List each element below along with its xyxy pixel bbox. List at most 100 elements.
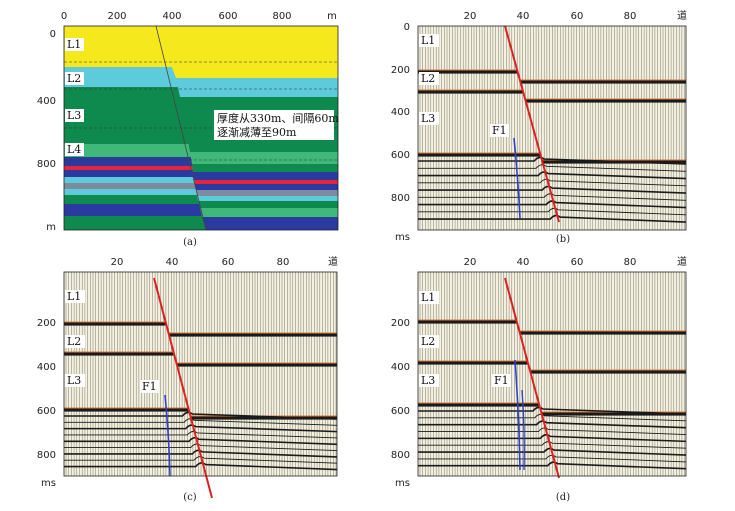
deep-reflector: [418, 207, 687, 216]
fault-label: F1: [494, 374, 509, 387]
deep-reflector: [418, 441, 687, 449]
x-tick-label: 20: [464, 11, 477, 22]
reflector-left: [64, 322, 167, 326]
panel-a-band-cyan-right: [197, 196, 338, 201]
layer-label: L1: [421, 34, 435, 47]
panel-a-band-blue2-right: [195, 184, 338, 190]
fault-label-box: [492, 374, 511, 387]
panel-a-label-box: [65, 109, 84, 122]
y-tick-label: 600: [391, 150, 410, 161]
panel-a-fault-line: [155, 25, 207, 231]
panel-a-x-unit: m: [327, 11, 337, 22]
panel-c-x-ticks: 20 40 60 80 道: [111, 255, 338, 268]
x-tick-label: 20: [111, 257, 124, 268]
panel-a-ytick: 400: [37, 96, 56, 107]
panel-a: 0 200 400 600 800 m 0 400 800 m L1 L2 L3…: [37, 11, 340, 248]
x-tick-label: 60: [571, 257, 584, 268]
panel-a-layer-l1-right: [156, 26, 338, 78]
x-unit-label: 道: [677, 255, 687, 268]
panel-d-x-ticks: 20 40 60 80 道: [464, 255, 687, 268]
panel-a-y-unit: m: [46, 222, 56, 233]
deep-reflector: [418, 461, 687, 470]
reflector-right: [176, 363, 337, 367]
layer-label: L1: [67, 290, 81, 303]
layer-label-box: [419, 335, 439, 348]
deep-reflector: [418, 214, 687, 223]
layer-label: L3: [421, 112, 435, 125]
panel-a-layer-l4-right: [190, 152, 338, 164]
panel-a-band-gray-right: [196, 190, 338, 196]
deep-reflector: [64, 430, 338, 439]
panel-a-frame: [63, 25, 339, 231]
panel-a-layer-label: L1: [67, 38, 81, 51]
layer-label-box: [65, 335, 85, 348]
panel-a-xtick: 400: [162, 11, 181, 22]
panel-a-band-red-right: [194, 180, 338, 184]
panel-a-layer-label: L4: [67, 143, 81, 156]
panel-d-frame: [417, 271, 687, 477]
layer-label-box: [65, 290, 85, 303]
panel-a-xtick: 200: [107, 11, 126, 22]
panel-d-diffraction-blue-2: [521, 389, 525, 471]
panel-b-traces: [419, 26, 685, 230]
deep-reflector: [64, 462, 338, 471]
deep-reflector: [418, 413, 687, 422]
deep-reflector: [418, 156, 687, 165]
panel-a-label-box: [65, 38, 84, 51]
panel-c-caption: (c): [183, 492, 197, 503]
panel-d-y-ticks: 200 400 600 800 ms: [391, 318, 410, 489]
layer-label-box: [419, 72, 439, 85]
panel-c-fault-line: [153, 277, 213, 499]
panel-d-diffraction-blue: [514, 359, 521, 471]
panel-a-xtick: 0: [61, 11, 67, 22]
x-tick-label: 40: [517, 257, 530, 268]
panel-d-caption: (d): [556, 492, 570, 503]
panel-b-fault-line: [504, 25, 560, 223]
x-tick-label: 80: [277, 257, 290, 268]
panel-a-annotation-line1: 厚度从330m、间隔60m: [217, 111, 339, 125]
reflector-left: [418, 153, 541, 157]
y-tick-label: 600: [391, 406, 410, 417]
deep-reflector: [418, 171, 687, 180]
fault-label: F1: [142, 380, 157, 393]
x-tick-label: 60: [571, 11, 584, 22]
y-tick-label: 0: [404, 22, 410, 33]
deep-reflector: [418, 454, 687, 463]
y-tick-label: 200: [37, 318, 56, 329]
layer-label: L3: [67, 374, 81, 387]
deep-reflector: [418, 420, 687, 429]
panel-d-deep-reflectors: [418, 406, 687, 470]
reflector-right: [520, 80, 686, 84]
y-tick-label: 400: [391, 107, 410, 118]
panel-d: 20 40 60 80 道 200 400 600 800 ms L1 L2 L3 F1 (d): [391, 255, 687, 503]
reflector-left: [418, 320, 517, 324]
panel-a-x-ticks: 0 200 400 600 800 m: [61, 11, 337, 22]
deep-reflector: [418, 185, 687, 194]
panel-c-reflectors: [64, 321, 337, 420]
reflector-right: [190, 416, 337, 420]
x-tick-label: 40: [517, 11, 530, 22]
panel-a-band-blue-right: [193, 172, 338, 180]
deep-reflector: [418, 200, 687, 209]
panel-b: 20 40 60 80 道 0 200 400 600 800 ms L1 L2 L3 F1 (b): [391, 9, 687, 245]
panel-b-y-ticks: 0 200 400 600 800 ms: [391, 22, 410, 243]
x-unit-label: 道: [677, 9, 687, 22]
panel-a-band-lg-right: [200, 208, 338, 217]
panel-c-deep-reflectors: [64, 411, 338, 471]
x-tick-label: 40: [166, 257, 179, 268]
panel-d-fault-line: [504, 277, 560, 479]
deep-reflector: [64, 424, 338, 433]
reflector-left: [418, 361, 528, 365]
reflector-right: [541, 412, 686, 416]
panel-a-layer-l2-right: [176, 78, 338, 97]
fault-label-box: [140, 380, 159, 393]
layer-label: L2: [67, 335, 81, 348]
layer-label: L2: [421, 72, 435, 85]
panel-b-diffraction-blue: [513, 137, 521, 219]
y-tick-label: 600: [37, 406, 56, 417]
panel-a-y-ticks: 0 400 800 m: [37, 29, 56, 233]
reflector-left: [64, 408, 189, 412]
panel-a-band-green-right: [192, 164, 338, 172]
panel-a-xtick: 800: [272, 11, 291, 22]
fault-label-box: [490, 124, 509, 137]
